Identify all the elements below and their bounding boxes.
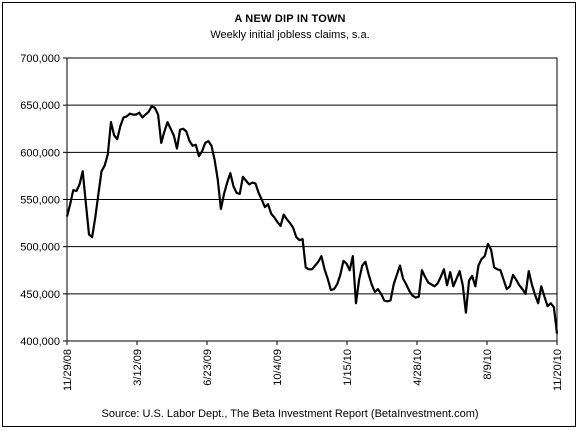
y-tick-label: 700,000: [20, 53, 60, 65]
gridlines: [67, 104, 557, 295]
x-tick-label: 11/20/10: [552, 349, 564, 391]
y-tick-label: 400,000: [20, 336, 60, 348]
x-tick-label: 10/4/09: [272, 349, 284, 386]
x-tick-label: 11/29/08: [62, 349, 74, 391]
y-axis-ticks: 400,000 450,000 500,000 550,000 600,000 650,0…: [20, 53, 67, 348]
y-tick-label: 600,000: [20, 147, 60, 159]
y-tick-label: 650,000: [20, 100, 60, 112]
y-tick-label: 500,000: [20, 242, 60, 254]
x-axis-ticks: 11/29/08 3/12/09 6/23/09 10/4/09 1/15/10 4/28…: [62, 341, 564, 391]
x-tick-label: 8/9/10: [482, 349, 494, 380]
y-tick-label: 450,000: [20, 289, 60, 301]
x-tick-label: 3/12/09: [132, 349, 144, 386]
x-tick-label: 1/15/10: [342, 349, 354, 386]
y-tick-label: 550,000: [20, 195, 60, 207]
chart-subtitle: Weekly initial jobless claims, s.a.: [210, 29, 370, 41]
x-tick-label: 6/23/09: [202, 349, 214, 386]
x-tick-label: 4/28/10: [412, 349, 424, 386]
series-line-jobless-claims: [65, 105, 559, 334]
chart-source: Source: U.S. Labor Dept., The Beta Inves…: [101, 408, 479, 420]
chart-title: A NEW DIP IN TOWN: [234, 13, 346, 25]
